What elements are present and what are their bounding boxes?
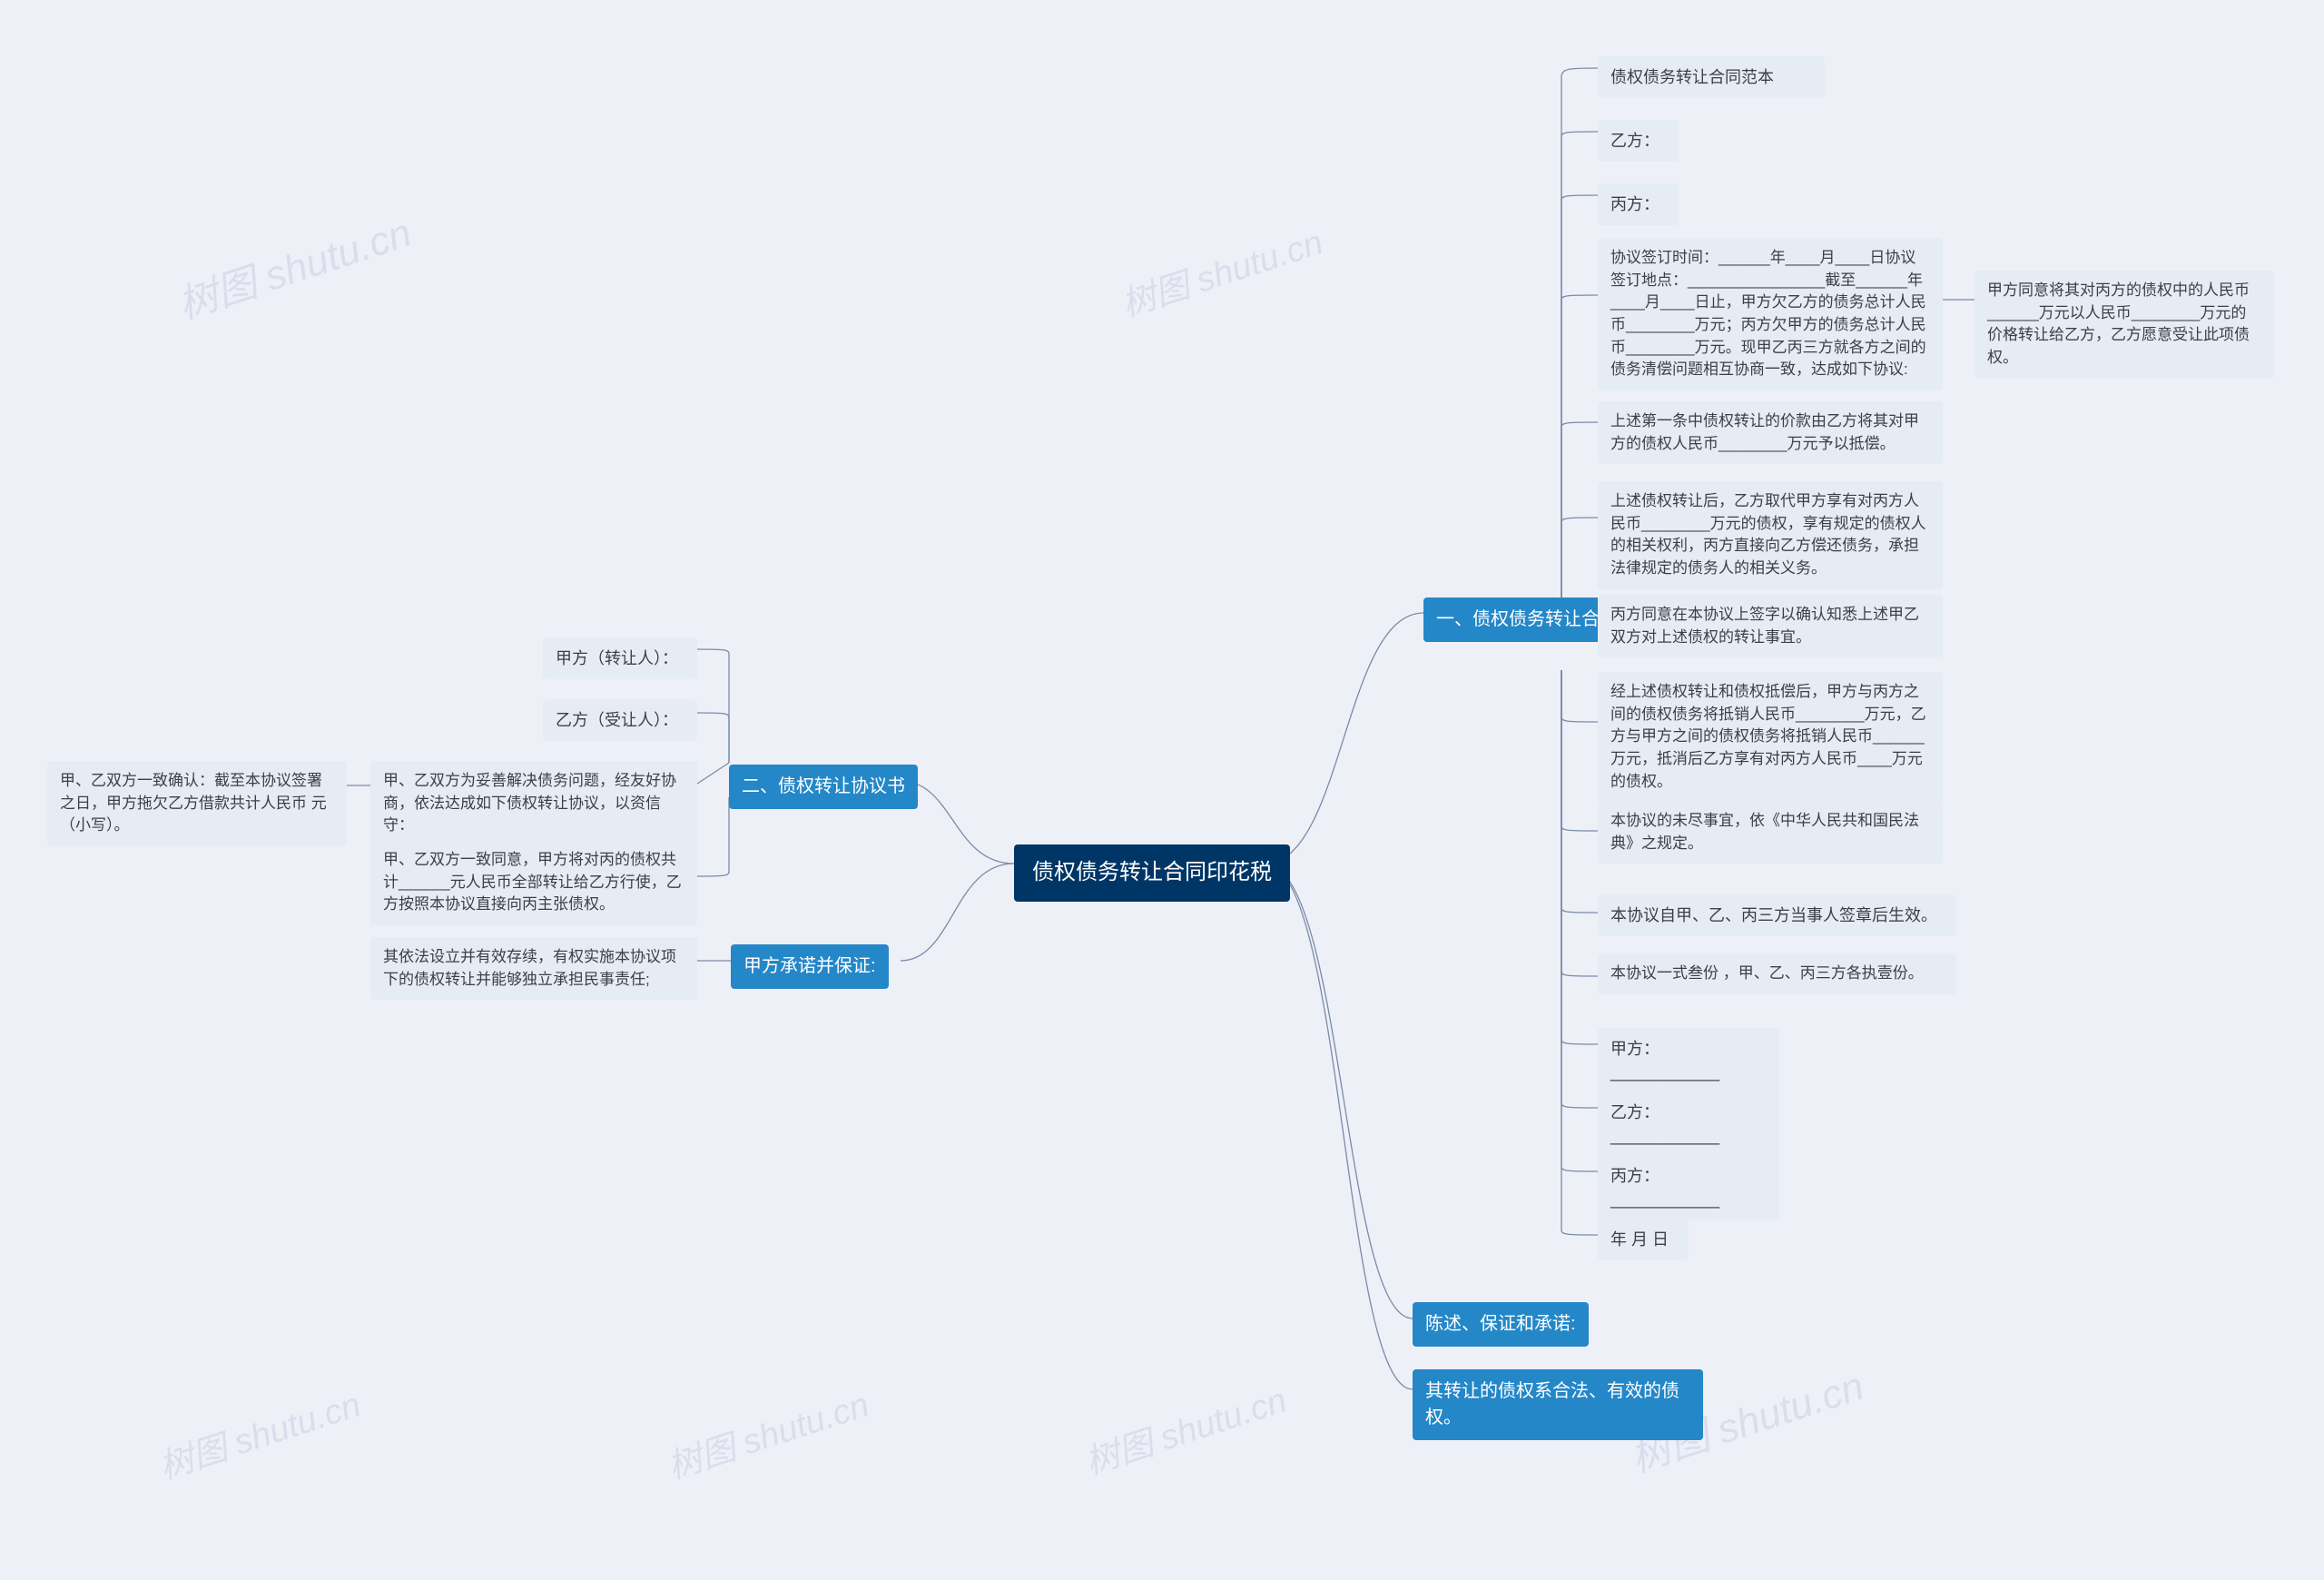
leaf-r4b: 甲方同意将其对丙方的债权中的人民币______万元以人民币________万元的… (1974, 271, 2274, 379)
leaf-l1: 甲方（转让人）： (543, 637, 697, 679)
leaf-l3: 甲、乙双方为妥善解决债务问题，经友好协商，依法达成如下债权转让协议，以资信守： (370, 761, 697, 846)
branch-3: 甲方承诺并保证: (731, 944, 889, 989)
watermark: 树图 shutu.cn (660, 1377, 874, 1488)
branch-2: 二、债权转让协议书 (729, 765, 918, 809)
leaf-r1: 债权债务转让合同范本 (1598, 56, 1825, 98)
watermark: 树图 shutu.cn (1114, 214, 1328, 326)
leaf-r2: 乙方： (1598, 120, 1679, 162)
branch-4: 陈述、保证和承诺: (1413, 1302, 1589, 1347)
branch-5: 其转让的债权系合法、有效的债权。 (1413, 1369, 1703, 1440)
leaf-r6: 上述债权转让后，乙方取代甲方享有对丙方人民币________万元的债权，享有规定… (1598, 481, 1943, 589)
leaf-r9: 本协议的未尽事宜，依《中华人民共和国民法典》之规定。 (1598, 801, 1943, 864)
watermark: 树图 shutu.cn (1078, 1372, 1292, 1484)
leaf-r3: 丙方： (1598, 183, 1679, 225)
connectors (0, 0, 2324, 1580)
leaf-r14: 丙方：____________ (1598, 1155, 1779, 1220)
root-node: 债权债务转让合同印花税 (1014, 844, 1290, 902)
leaf-r13: 乙方：____________ (1598, 1091, 1779, 1157)
leaf-r10: 本协议自甲、乙、丙三方当事人签章后生效。 (1598, 894, 1956, 936)
leaf-l5: 其依法设立并有效存续，有权实施本协议项下的债权转让并能够独立承担民事责任; (370, 937, 697, 1000)
leaf-r8: 经上述债权转让和债权抵偿后，甲方与丙方之间的债权债务将抵销人民币________… (1598, 672, 1943, 802)
leaf-r15: 年 月 日 (1598, 1219, 1689, 1260)
leaf-r5: 上述第一条中债权转让的价款由乙方将其对甲方的债权人民币________万元予以抵… (1598, 401, 1943, 464)
leaf-r12: 甲方：____________ (1598, 1028, 1779, 1093)
leaf-l4: 甲、乙双方一致同意，甲方将对丙的债权共计______元人民币全部转让给乙方行使，… (370, 840, 697, 925)
leaf-r11: 本协议一式叁份 ，甲、乙、丙三方各执壹份。 (1598, 953, 1956, 994)
watermark: 树图 shutu.cn (152, 1377, 366, 1488)
leaf-l3b: 甲、乙双方一致确认：截至本协议签署之日，甲方拖欠乙方借款共计人民币 元（小写）。 (47, 761, 347, 846)
leaf-r7: 丙方同意在本协议上签字以确认知悉上述甲乙双方对上述债权的转让事宜。 (1598, 595, 1943, 657)
leaf-r4: 协议签订时间：______年____月____日协议签订地点：_________… (1598, 238, 1943, 390)
watermark: 树图 shutu.cn (170, 200, 418, 330)
leaf-l2: 乙方（受让人）： (543, 699, 697, 741)
